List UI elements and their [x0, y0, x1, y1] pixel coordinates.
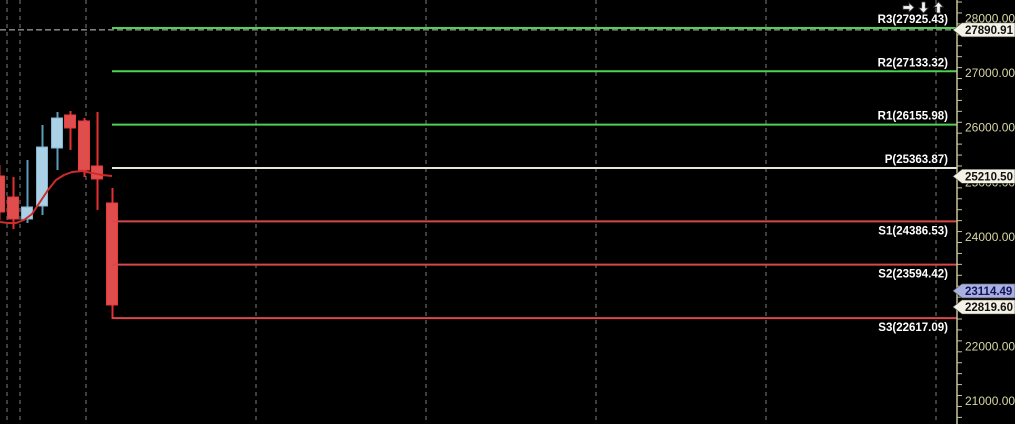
- pivot-label-S1: S1(24386.53): [878, 225, 948, 237]
- moving-average-line: [0, 170, 113, 224]
- price-tag-value: 25210.50: [965, 171, 1013, 183]
- candle-body-up: [36, 146, 48, 207]
- candle: [78, 117, 90, 178]
- axis-tick-label: 21000.00: [965, 394, 1015, 408]
- axis-tick-label: 24000.00: [965, 230, 1015, 244]
- price-tag-flag: [952, 283, 1015, 299]
- pivot-label-P: P(25363.87): [885, 154, 948, 166]
- candle: [21, 160, 33, 223]
- axis-tick-label: 26000.00: [965, 121, 1015, 135]
- pivot-label-S2: S2(23594.42): [878, 269, 948, 281]
- candle-body-down: [106, 202, 118, 306]
- candle: [36, 124, 48, 216]
- arrow-right-icon[interactable]: [902, 1, 915, 14]
- arrow-up-icon[interactable]: [932, 1, 945, 14]
- price-tag-flag: [952, 169, 1015, 184]
- candle-body-down: [78, 120, 90, 171]
- price-tag: 27890.91: [952, 22, 1015, 38]
- candle-body-down: [0, 175, 5, 213]
- candle-body-down: [64, 114, 76, 129]
- candle: [91, 111, 103, 210]
- price-tag-value: 22819.60: [965, 302, 1013, 314]
- pivot-label-R1: R1(26155.98): [878, 111, 948, 123]
- candle: [7, 177, 19, 229]
- pivot-label-S3: S3(22617.09): [878, 322, 948, 334]
- price-tag-value: 27890.91: [965, 25, 1014, 37]
- chart-nav-icons: [902, 1, 945, 14]
- candle: [51, 111, 63, 171]
- pivot-label-R3: R3(27925.43): [878, 14, 948, 26]
- arrow-down-icon[interactable]: [917, 1, 930, 14]
- candle-body-down: [7, 196, 19, 220]
- axis-tick-label: 22000.00: [965, 339, 1015, 353]
- price-tag: 23114.49: [952, 283, 1015, 299]
- candle: [64, 111, 76, 150]
- price-tag-flag: [952, 22, 1015, 38]
- axis-tick-label: 28000.00: [965, 11, 1015, 25]
- price-tag-value: 23114.49: [965, 286, 1012, 298]
- pivot-label-R2: R2(27133.32): [878, 57, 948, 69]
- candle: [0, 164, 5, 220]
- candle-body-up: [51, 117, 63, 149]
- price-tag: 25210.50: [952, 169, 1015, 184]
- candle: [106, 188, 118, 319]
- price-tag-flag: [952, 299, 1015, 315]
- axis-tick-label: 27000.00: [965, 66, 1015, 80]
- price-tag: 22819.60: [952, 299, 1015, 315]
